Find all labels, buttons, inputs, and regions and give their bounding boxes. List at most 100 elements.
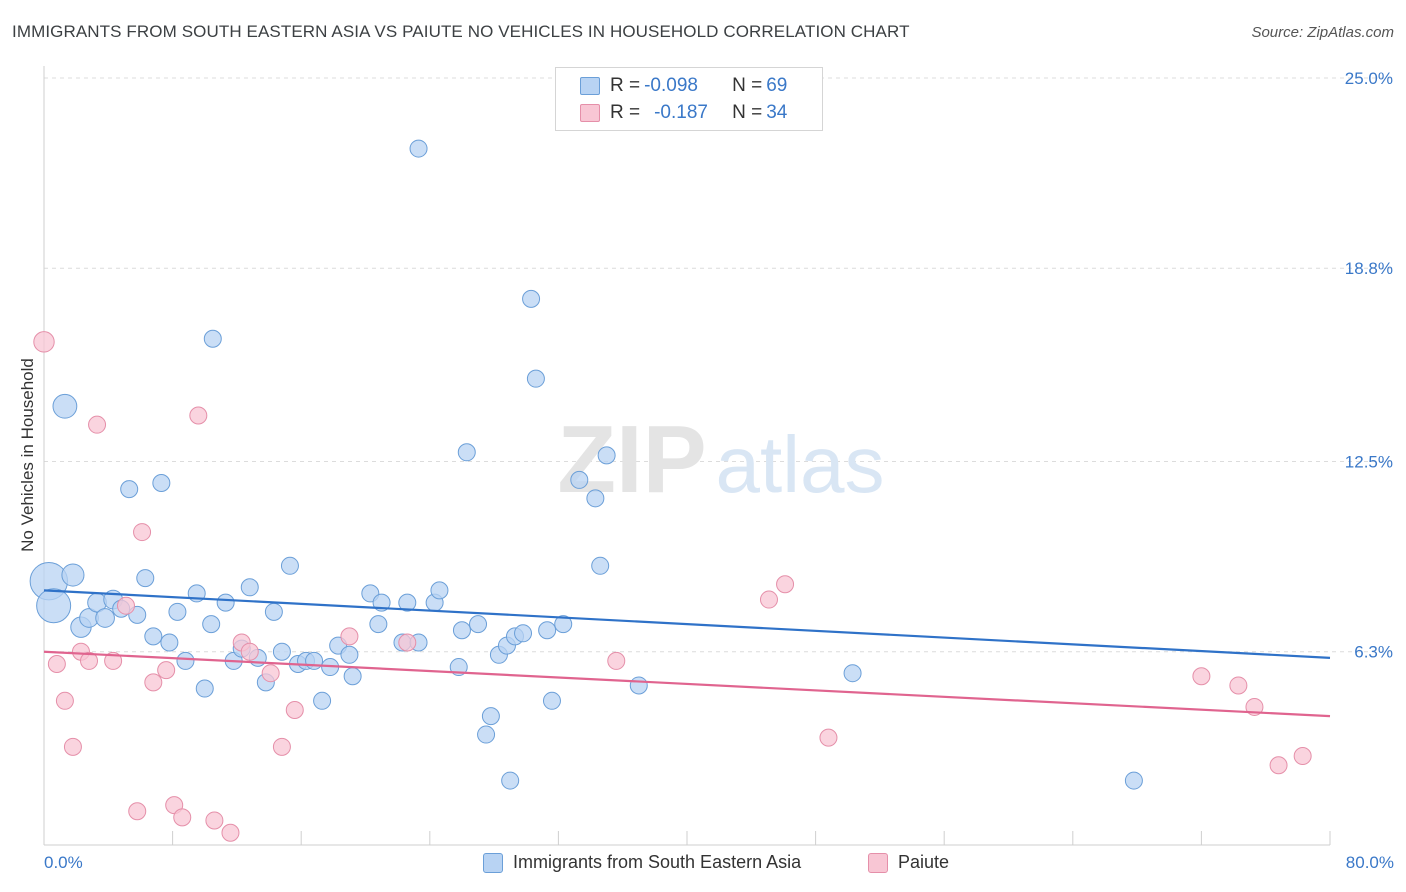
point-series1 [501,771,520,790]
point-series1 [369,615,388,634]
point-series2 [157,661,176,680]
point-series2 [205,811,224,830]
point-series2 [189,406,208,425]
point-series2 [63,737,82,756]
y-axis-label: No Vehicles in Household [18,358,37,552]
point-series2 [133,523,152,542]
grid-layer [44,77,1392,653]
point-series2 [55,691,74,710]
point-series2 [104,651,123,670]
point-series1 [586,489,605,508]
point-series1 [36,588,72,624]
point-series2 [398,633,417,652]
point-series2 [272,737,291,756]
point-series2 [819,728,838,747]
point-series2 [1269,756,1288,775]
series1-n-value: 69 [766,75,788,96]
stats-legend-row-2: R = -0.187 N = 34 [580,101,787,125]
point-series1 [430,581,449,600]
point-series1 [570,470,589,489]
series1-r-value: -0.098 [644,75,698,96]
point-series1 [481,707,500,726]
point-series1 [136,569,155,588]
series2-r-value: -0.187 [654,102,708,123]
point-series1 [591,556,610,575]
y-tick-label: 12.5% [1345,453,1393,472]
point-series1 [313,691,332,710]
point-series1 [629,676,648,695]
legend-swatch-series1 [483,852,503,873]
source-label: Source: ZipAtlas.com [1251,24,1394,41]
series2-n-value: 34 [766,102,788,123]
point-series1 [843,664,862,683]
point-series1 [264,602,283,621]
series1-swatch [580,77,600,95]
point-series1 [538,621,557,640]
point-series1 [597,446,616,465]
series2-r-label: R = [610,102,641,123]
point-series2 [1293,747,1312,766]
point-series1 [340,645,359,664]
point-series1 [477,725,496,744]
y-tick-label: 6.3% [1354,643,1393,662]
watermark: ZIP atlas [557,406,884,513]
point-series1 [514,624,533,643]
chart-title: IMMIGRANTS FROM SOUTH EASTERN ASIA VS PA… [12,22,910,41]
point-series1 [457,443,476,462]
point-series1 [469,615,488,634]
point-series2 [128,802,147,821]
y-tick-label: 25.0% [1345,69,1393,88]
legend-item-series2[interactable]: Paiute [868,852,949,873]
legend-swatch-series2 [868,852,888,873]
trendline-series1 [43,589,1331,659]
point-series2 [47,654,66,673]
point-series1 [144,627,163,646]
point-series2 [776,575,795,594]
bottom-legend: Immigrants from South Eastern Asia Paiut… [0,852,1406,878]
point-series1 [272,642,291,661]
legend-label-series1: Immigrants from South Eastern Asia [513,852,802,872]
point-series2 [261,664,280,683]
point-series2 [1192,667,1211,686]
point-series2 [173,808,192,827]
x-tick-label-min: 0.0% [44,853,83,872]
point-series2 [144,673,163,692]
y-tick-label: 18.8% [1345,259,1393,278]
point-series2 [1229,676,1248,695]
point-series2 [116,596,135,615]
point-series1 [522,289,541,308]
point-series1 [305,651,324,670]
point-series1 [195,679,214,698]
axis-layer [43,66,1331,846]
trend-layer [43,589,1331,718]
legend-item-series1[interactable]: Immigrants from South Eastern Asia [483,852,801,873]
point-series2 [240,642,259,661]
series1-r-label: R = [610,75,641,96]
point-series1 [61,563,85,587]
point-series1 [95,608,115,628]
point-series1 [216,593,235,612]
point-series1 [168,602,187,621]
point-series1 [120,480,139,499]
point-series1 [452,621,471,640]
y-tick-labels: 6.3% 12.5% 18.8% 25.0% [1345,69,1393,662]
point-series1 [176,651,195,670]
series1-n-label: N = [732,75,763,96]
point-series1 [203,329,222,348]
point-series2 [80,651,99,670]
point-series1 [526,369,545,388]
stats-legend: R = -0.098 N = 69 R = -0.187 N = 34 [555,67,823,131]
point-series1 [160,633,179,652]
series2-swatch [580,104,600,122]
point-series1 [542,691,561,710]
point-series1 [343,667,362,686]
point-series2 [759,590,778,609]
x-tick-label-max: 80.0% [1345,853,1394,872]
point-series1 [554,615,573,634]
point-series1 [398,593,417,612]
point-series1 [52,393,78,419]
stats-legend-row-1: R = -0.098 N = 69 [580,74,787,98]
point-series1 [280,556,299,575]
series2-n-label: N = [732,102,763,123]
